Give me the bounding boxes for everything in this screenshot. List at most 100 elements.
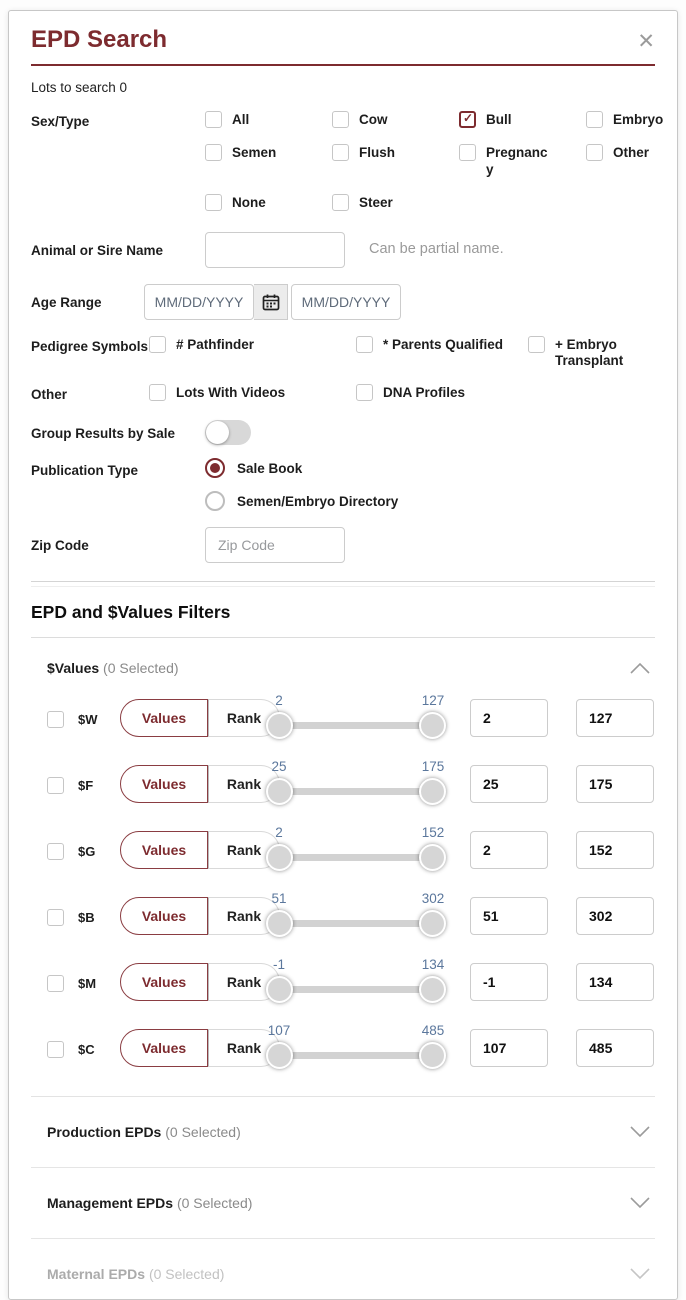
sex-checkbox-steer[interactable]: Steer: [332, 193, 459, 212]
min-value-input[interactable]: [470, 699, 548, 738]
toggle-knob[interactable]: [206, 421, 229, 445]
values-accordion-header[interactable]: $Values (0 Selected): [31, 638, 655, 678]
chevron-down-icon[interactable]: [629, 1126, 651, 1138]
checkbox-icon[interactable]: [149, 384, 166, 402]
pedigree-checkbox-embryo-transplant[interactable]: + Embryo Transplant: [528, 335, 637, 371]
slider-min-handle[interactable]: [266, 1042, 293, 1070]
pedigree-checkbox-parents-qualified[interactable]: * Parents Qualified: [356, 335, 528, 371]
sex-checkbox-cow[interactable]: Cow: [332, 111, 459, 129]
other-checkbox-lots-with-videos[interactable]: Lots With Videos: [149, 384, 356, 402]
max-value-input[interactable]: [576, 963, 654, 1002]
production-epds-accordion[interactable]: Production EPDs (0 Selected): [31, 1097, 655, 1169]
section-count: (0 Selected): [176, 1195, 253, 1212]
checkbox-icon[interactable]: [47, 710, 64, 728]
chevron-up-icon[interactable]: [629, 662, 651, 675]
other-checkbox-dna-profiles[interactable]: DNA Profiles: [356, 384, 465, 402]
checkbox-icon[interactable]: [586, 111, 603, 128]
range-slider[interactable]: 2 127: [266, 692, 446, 744]
group-results-toggle[interactable]: [205, 420, 251, 446]
slider-min-handle[interactable]: [266, 712, 293, 740]
slider-range[interactable]: [278, 1052, 434, 1060]
values-mode-button[interactable]: Values: [120, 699, 208, 738]
close-icon[interactable]: ✕: [637, 30, 655, 53]
radio-icon[interactable]: [205, 491, 225, 512]
values-mode-button[interactable]: Values: [120, 1029, 208, 1068]
sex-checkbox-embryo[interactable]: Embryo: [586, 111, 677, 129]
max-value-input[interactable]: [576, 897, 654, 936]
sex-checkbox-flush[interactable]: Flush: [332, 143, 459, 179]
checkbox-icon[interactable]: [356, 335, 373, 353]
slider-range[interactable]: [278, 854, 434, 862]
checkbox-icon[interactable]: [47, 842, 64, 860]
slider-range[interactable]: [278, 722, 434, 730]
min-value-input[interactable]: [470, 765, 548, 804]
checkbox-icon[interactable]: [149, 335, 166, 353]
checkbox-icon[interactable]: [205, 143, 222, 161]
slider-min-handle[interactable]: [266, 910, 293, 938]
values-mode-button[interactable]: Values: [120, 963, 208, 1002]
checkbox-checked-icon[interactable]: [459, 111, 476, 128]
management-epds-accordion[interactable]: Management EPDs (0 Selected): [31, 1168, 655, 1240]
sex-checkbox-none[interactable]: None: [205, 193, 332, 212]
max-value-input[interactable]: [576, 699, 654, 738]
range-slider[interactable]: 25 175: [266, 758, 446, 810]
pedigree-checkbox-pathfinder[interactable]: # Pathfinder: [149, 335, 356, 371]
sex-checkbox-semen[interactable]: Semen: [205, 143, 332, 179]
checkbox-icon[interactable]: [528, 335, 545, 353]
chevron-down-icon[interactable]: [629, 1268, 651, 1280]
values-mode-button[interactable]: Values: [120, 765, 208, 804]
checkbox-icon[interactable]: [47, 974, 64, 992]
slider-max-handle[interactable]: [419, 778, 446, 806]
slider-min-handle[interactable]: [266, 778, 293, 806]
radio-semen-embryo-directory[interactable]: Semen/Embryo Directory: [205, 491, 398, 512]
values-mode-button[interactable]: Values: [120, 897, 208, 936]
checkbox-icon[interactable]: [332, 143, 349, 161]
sex-checkbox-bull[interactable]: Bull: [459, 111, 586, 129]
slider-range[interactable]: [278, 920, 434, 928]
age-range-end-input[interactable]: [291, 283, 401, 320]
chevron-down-icon[interactable]: [629, 1197, 651, 1209]
sex-checkbox-pregnancy[interactable]: Pregnancy: [459, 143, 586, 179]
slider-range[interactable]: [278, 788, 434, 796]
min-value-input[interactable]: [470, 897, 548, 936]
slider-max-handle[interactable]: [419, 712, 446, 740]
min-value-input[interactable]: [470, 1029, 548, 1068]
other-label: Other: [31, 387, 68, 403]
slider-min-handle[interactable]: [266, 976, 293, 1004]
checkbox-icon[interactable]: [586, 143, 603, 161]
animal-name-input[interactable]: [205, 231, 345, 268]
slider-min-handle[interactable]: [266, 844, 293, 872]
checkbox-icon[interactable]: [47, 776, 64, 794]
max-value-input[interactable]: [576, 1029, 654, 1068]
slider-max-value: 152: [421, 825, 445, 841]
radio-selected-icon[interactable]: [205, 458, 225, 479]
radio-sale-book[interactable]: Sale Book: [205, 458, 398, 479]
range-slider[interactable]: 107 485: [266, 1022, 446, 1074]
checkbox-icon[interactable]: [459, 143, 476, 161]
slider-max-handle[interactable]: [419, 1042, 446, 1070]
checkbox-icon[interactable]: [47, 908, 64, 926]
range-slider[interactable]: 51 302: [266, 890, 446, 942]
checkbox-icon[interactable]: [356, 384, 373, 402]
age-range-start-input[interactable]: [144, 283, 254, 320]
min-value-input[interactable]: [470, 831, 548, 870]
slider-max-handle[interactable]: [419, 844, 446, 872]
checkbox-icon[interactable]: [205, 193, 222, 211]
checkbox-icon[interactable]: [332, 111, 349, 128]
max-value-input[interactable]: [576, 831, 654, 870]
slider-max-handle[interactable]: [419, 976, 446, 1004]
values-mode-button[interactable]: Values: [120, 831, 208, 870]
sex-checkbox-other[interactable]: Other: [586, 143, 677, 179]
min-value-input[interactable]: [470, 963, 548, 1002]
checkbox-icon[interactable]: [47, 1040, 64, 1058]
max-value-input[interactable]: [576, 765, 654, 804]
range-slider[interactable]: 2 152: [266, 824, 446, 876]
checkbox-icon[interactable]: [205, 111, 222, 128]
slider-max-handle[interactable]: [419, 910, 446, 938]
slider-range[interactable]: [278, 986, 434, 994]
zip-code-input[interactable]: [205, 527, 345, 564]
range-slider[interactable]: -1 134: [266, 956, 446, 1008]
checkbox-icon[interactable]: [332, 193, 349, 211]
sex-checkbox-all[interactable]: All: [205, 111, 332, 129]
calendar-button[interactable]: [254, 283, 288, 320]
